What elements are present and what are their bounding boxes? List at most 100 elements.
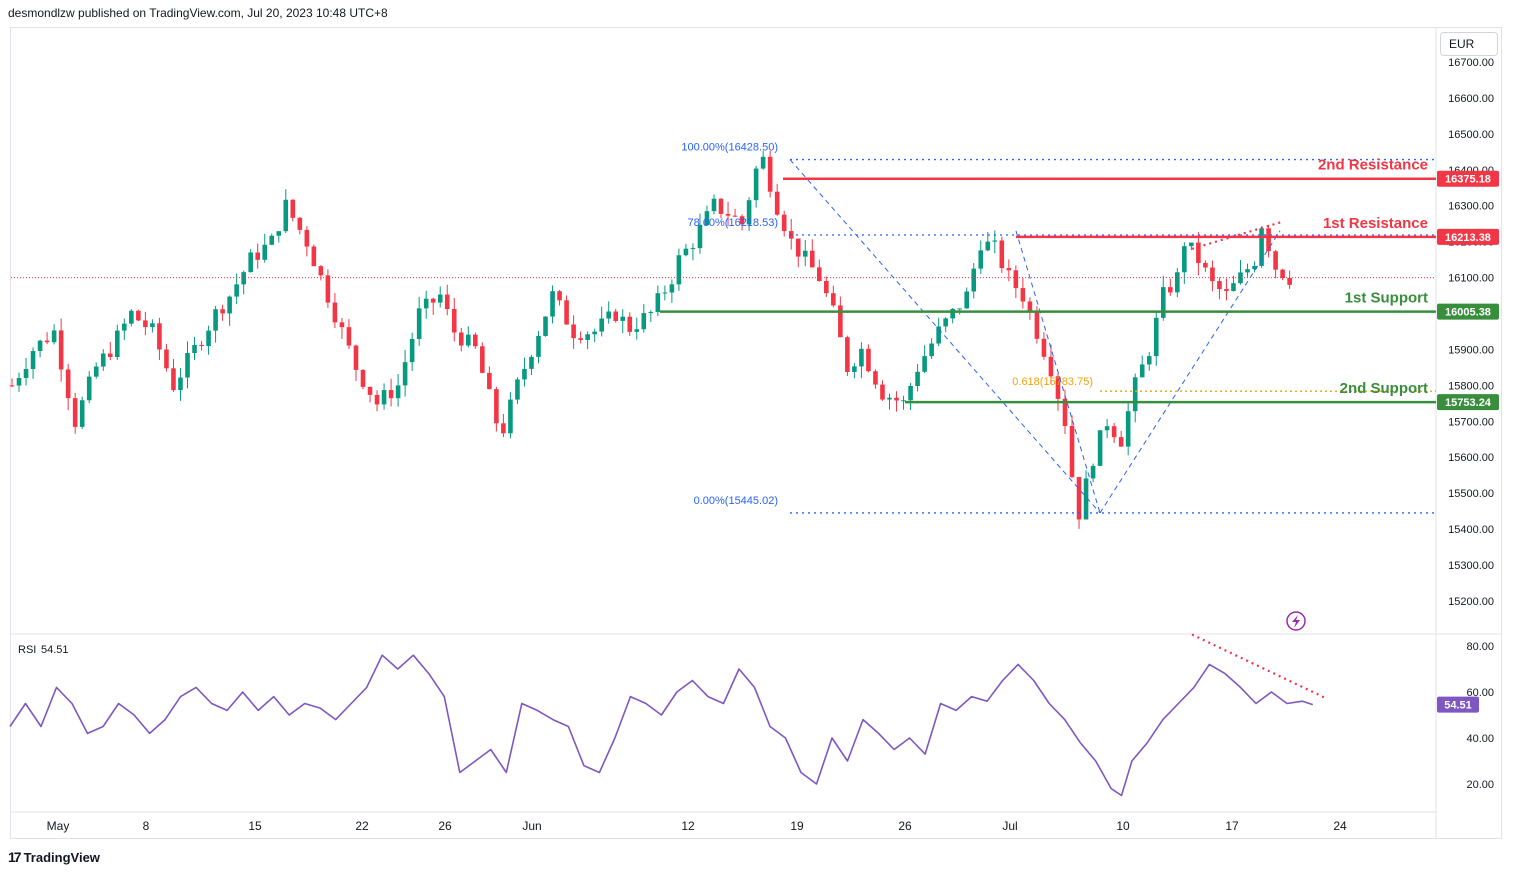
candle-body: [339, 322, 345, 328]
candle-body: [1139, 364, 1145, 378]
candle-body: [1182, 246, 1187, 273]
candle-body: [9, 385, 15, 387]
candle-body: [1217, 281, 1222, 290]
time-tick-label: 19: [790, 819, 804, 833]
time-tick-label: 22: [355, 819, 369, 833]
candle-body: [346, 327, 352, 346]
candle-body: [922, 356, 927, 372]
candle-body: [760, 156, 766, 169]
candle-body: [606, 311, 611, 319]
price-tick-label: 15700.00: [1448, 416, 1494, 428]
candle-body: [669, 284, 675, 293]
candle-body: [388, 390, 394, 399]
candle-body: [873, 371, 878, 385]
candle-body: [1245, 269, 1250, 273]
publisher-caption: desmondlzw published on TradingView.com,…: [8, 6, 388, 20]
candle-body: [255, 252, 260, 260]
candle-body: [227, 296, 232, 314]
candle-body: [51, 330, 57, 343]
candle-body: [1252, 265, 1257, 270]
candle-body: [353, 345, 359, 370]
currency-selector[interactable]: EUR: [1440, 32, 1498, 56]
candle-body: [739, 216, 745, 225]
rsi-name: RSI: [18, 644, 36, 656]
candle-body: [1090, 465, 1096, 479]
candle-body: [234, 284, 239, 297]
candle-body: [93, 366, 99, 377]
time-tick-label: 12: [681, 819, 695, 833]
candle-body: [838, 305, 843, 338]
candle-body: [65, 369, 71, 399]
candle-body: [613, 311, 619, 321]
candle-body: [753, 168, 759, 201]
rsi-tick-label: 40.00: [1466, 733, 1494, 745]
time-tick-label: May: [47, 819, 70, 833]
candle-body: [1238, 272, 1243, 284]
candle-body: [136, 310, 141, 321]
candle-body: [1210, 267, 1215, 282]
candle-body: [480, 346, 485, 373]
candle-body: [143, 320, 148, 328]
candle-body: [269, 235, 275, 245]
candle-body: [725, 213, 731, 216]
candle-body: [1231, 283, 1236, 292]
candle-body: [1273, 251, 1278, 270]
price-tick-label: 15400.00: [1448, 524, 1494, 536]
candle-body: [58, 330, 64, 370]
candle-body: [451, 309, 457, 333]
rsi-line: [9, 654, 1314, 797]
candle-body: [781, 214, 787, 232]
level-label: 1st Support: [1345, 290, 1428, 307]
candle-body: [1132, 377, 1138, 412]
candle-body: [86, 376, 92, 401]
price-tag: [1437, 303, 1499, 320]
candle-body: [1259, 228, 1264, 266]
rsi-value: 54.51: [41, 644, 69, 656]
candle-body: [817, 267, 822, 281]
candle-body: [522, 368, 527, 380]
candle-body: [1104, 426, 1110, 431]
price-tag-label: 16375.18: [1445, 174, 1491, 186]
brand-logo[interactable]: 17 TradingView: [8, 849, 100, 865]
candle-body: [795, 238, 801, 257]
candle-body: [1027, 301, 1033, 312]
candle-body: [859, 348, 864, 367]
rsi-tick-label: 60.00: [1466, 687, 1494, 699]
candle-body: [374, 394, 380, 405]
level-label: 2nd Resistance: [1318, 157, 1428, 174]
retracement-label: 0.618(15783.75): [1012, 376, 1093, 388]
time-tick-label: 15: [248, 819, 262, 833]
price-tick-label: 15900.00: [1448, 344, 1494, 356]
candle-body: [129, 310, 134, 324]
lightning-icon[interactable]: [1286, 611, 1306, 631]
candle-body: [290, 199, 296, 218]
time-tick-label: 17: [1225, 819, 1239, 833]
candle-body: [767, 156, 773, 192]
candle-body: [571, 324, 576, 339]
retracement-trend-line: [1015, 230, 1101, 514]
rsi-tag-label: 54.51: [1444, 700, 1472, 712]
price-tick-label: 16500.00: [1448, 129, 1494, 141]
candle-body: [430, 298, 436, 303]
candle-body: [557, 291, 562, 301]
candle-body: [395, 385, 401, 399]
candle-body: [676, 255, 682, 285]
candle-body: [641, 313, 647, 330]
price-tag: [1437, 394, 1499, 411]
level-label: 2nd Support: [1340, 380, 1428, 397]
price-tick-label: 16100.00: [1448, 273, 1494, 285]
candle-body: [1006, 268, 1012, 271]
candle-body: [1083, 478, 1089, 520]
candle-body: [880, 384, 885, 400]
candle-body: [318, 266, 324, 276]
candle-body: [444, 294, 450, 310]
price-tag-label: 15753.24: [1445, 397, 1492, 409]
rsi-divergence-line: [1191, 633, 1326, 699]
candle-body: [809, 250, 815, 268]
time-axis: May 8 15 22 26 Jun 12 19 26 Jul 10 17 24: [47, 819, 1347, 833]
candle-body: [360, 369, 366, 387]
time-tick-label: 26: [438, 819, 452, 833]
candle-body: [908, 386, 913, 401]
price-tick-label: 15800.00: [1448, 380, 1494, 392]
